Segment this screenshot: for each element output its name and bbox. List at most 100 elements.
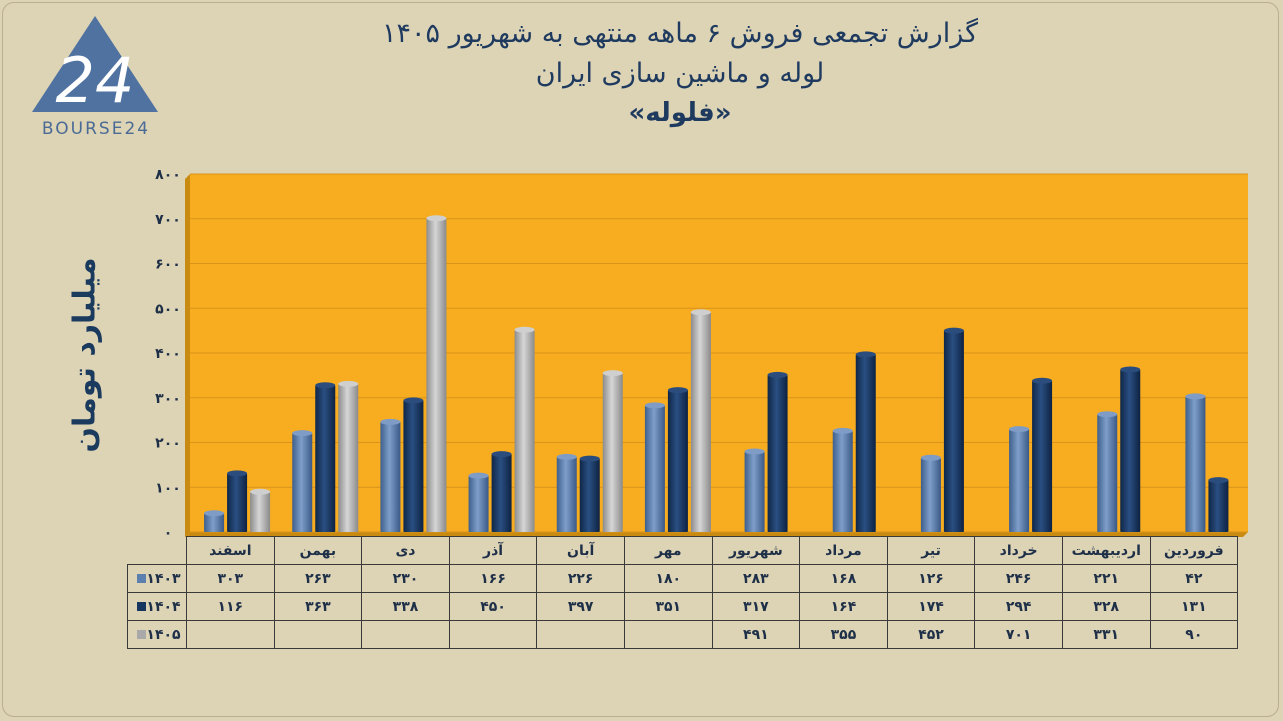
bar-cap [602, 370, 623, 377]
table-cell: ۷۰۱ [974, 620, 1063, 649]
table-corner [127, 536, 187, 565]
table-cell: ۹۰ [1149, 620, 1239, 649]
table-cell: ۲۲۶ [536, 564, 625, 593]
table-cell: ۳۵۱ [623, 592, 713, 621]
bar-cap [744, 448, 765, 455]
y-tick-label: ۴۰۰ [155, 346, 181, 362]
y-tick-label: ۱۰۰ [155, 480, 181, 496]
bar-cap [1120, 366, 1141, 373]
table-cell: ۲۹۴ [974, 592, 1063, 621]
bar [426, 218, 447, 533]
table-header-month: مهر [623, 536, 713, 565]
table-cell: ۱۷۴ [886, 592, 976, 621]
bar-cap [832, 427, 853, 434]
bar [667, 390, 688, 532]
bar [602, 373, 623, 532]
series-name: ۱۴۰۵ [146, 626, 181, 643]
bar-cap [292, 430, 313, 437]
y-tick-label: ۰ [164, 525, 173, 541]
bar [920, 457, 941, 532]
bar [1120, 369, 1141, 532]
bar-cap [403, 397, 424, 404]
bar-cap [250, 488, 271, 495]
table-series-label: ۱۴۰۵ [127, 620, 187, 649]
bar [514, 329, 535, 532]
bar-cap [943, 327, 964, 334]
bar [1009, 429, 1030, 532]
bar-cap [556, 453, 577, 460]
bar-cap [1185, 393, 1206, 400]
bar [468, 475, 489, 532]
table-cell: ۳۶۳ [273, 592, 363, 621]
table-cell [273, 620, 363, 649]
table-cell: ۲۶۳ [273, 564, 363, 593]
bar [204, 513, 225, 532]
bar [832, 430, 853, 532]
table-cell: ۳۳۸ [361, 592, 450, 621]
bar [250, 491, 271, 532]
bar-cap [767, 371, 788, 378]
chart-title: گزارش تجمعی فروش ۶ ماهه منتهی به شهریور … [382, 18, 978, 49]
bar-cap [315, 382, 336, 389]
ticker-label: «فلوله» [628, 98, 732, 128]
plot-floor [185, 532, 1248, 537]
table-cell: ۲۴۶ [974, 564, 1063, 593]
y-tick-label: ۷۰۰ [155, 212, 181, 228]
bar [227, 473, 248, 532]
table-cell: ۱۶۴ [799, 592, 888, 621]
table-cell: ۱۲۶ [886, 564, 976, 593]
logo-text: BOURSE24 [41, 119, 151, 139]
table-cell: ۲۲۱ [1061, 564, 1151, 593]
bar [767, 374, 788, 532]
bar-cap [338, 380, 359, 387]
table-header-month: اسفند [186, 536, 275, 565]
table-header-month: مرداد [799, 536, 888, 565]
table-header-month: خرداد [974, 536, 1063, 565]
table-cell [536, 620, 625, 649]
table-cell [623, 620, 713, 649]
bar-cap [920, 454, 941, 461]
chart-subtitle: لوله و ماشین سازی ایران [535, 58, 825, 89]
bar [1208, 480, 1229, 532]
bar [1185, 396, 1206, 532]
legend-swatch [137, 574, 147, 583]
bar-cap [514, 326, 535, 333]
bar [943, 330, 964, 532]
table-cell: ۱۳۱ [1149, 592, 1239, 621]
table-cell: ۴۵۰ [448, 592, 538, 621]
bar [380, 421, 401, 532]
bar-cap [855, 351, 876, 358]
table-cell: ۳۲۸ [1061, 592, 1151, 621]
table-cell [186, 620, 275, 649]
bar [338, 383, 359, 532]
data-table: اسفند بهمن دی آذر آبان مهر شهریور مرداد تیر خرداد… [127, 536, 1239, 649]
bar-cap [579, 455, 600, 462]
table-cell: ۳۱۷ [711, 592, 801, 621]
bar [644, 405, 665, 532]
bar [855, 354, 876, 532]
y-tick-label: ۵۰۰ [155, 301, 181, 317]
legend-swatch [137, 602, 147, 611]
bourse24-logo: 24 [32, 16, 158, 117]
series-name: ۱۴۰۳ [146, 570, 181, 587]
table-series-label: ۱۴۰۴ [127, 592, 187, 621]
bar-cap [690, 309, 711, 316]
bar-cap [1097, 411, 1118, 418]
y-tick-label: ۳۰۰ [155, 391, 181, 407]
bar-cap [426, 215, 447, 222]
table-header-month: تیر [886, 536, 976, 565]
table-header-month: دی [361, 536, 450, 565]
table-cell: ۴۹۱ [711, 620, 801, 649]
bar [491, 454, 512, 532]
table-cell: ۱۱۶ [186, 592, 275, 621]
table-cell [448, 620, 538, 649]
bar [292, 433, 313, 532]
table-cell: ۲۳۰ [361, 564, 450, 593]
bar [690, 312, 711, 532]
table-cell: ۳۰۳ [186, 564, 275, 593]
y-tick-label: ۲۰۰ [155, 436, 181, 452]
table-header-month: آبان [536, 536, 625, 565]
bar [403, 400, 424, 532]
bar-cap [644, 402, 665, 409]
